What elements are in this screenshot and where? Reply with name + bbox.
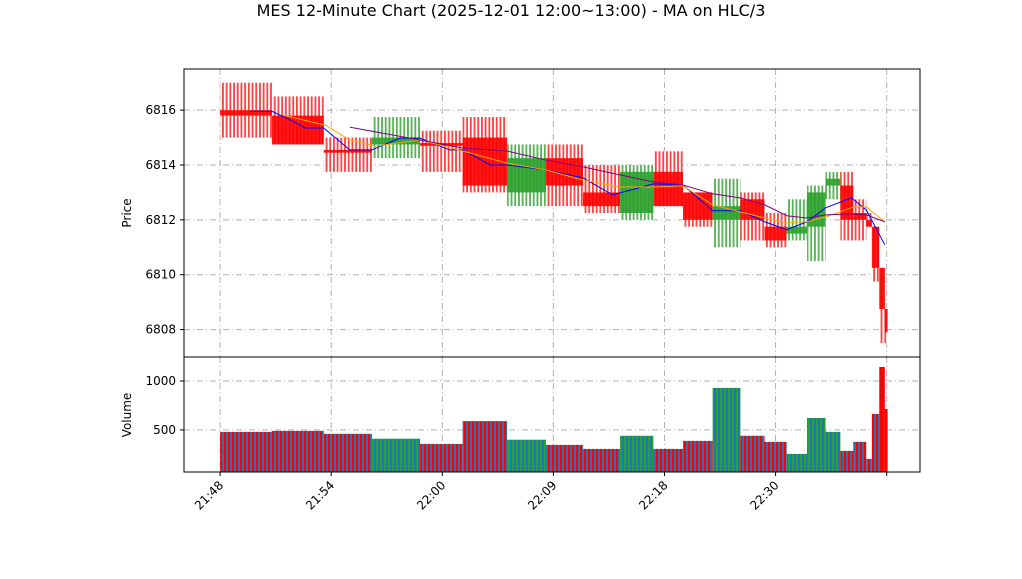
volume-bar [786,453,808,472]
time-tick-label: 21:54 [303,478,337,512]
volume-bar [884,408,888,472]
volume-bar [871,413,880,472]
volume-bar [853,441,867,472]
candle-body [271,115,324,145]
volume-bar [220,431,272,472]
volume-bar [271,430,324,472]
candle-body [884,309,888,333]
candle-body [712,206,741,220]
volume-bar [620,435,654,472]
candle-wick [323,137,372,172]
volume-bar [740,435,765,472]
volume-bar [764,441,787,472]
volume-axes-frame [183,356,921,473]
volume-bar [371,438,421,472]
price-tick-label: 6812 [145,213,176,227]
candle-body [740,199,765,220]
moving-average-line [282,114,886,224]
volume-bar [507,439,546,472]
volume-bar [825,431,841,472]
candle-wick [786,199,808,241]
chart-title: MES 12-Minute Chart (2025-12-01 12:00~13… [256,1,766,20]
time-tick-label: 22:18 [636,478,670,512]
time-tick-label: 21:48 [192,478,226,512]
candle-body [507,158,546,193]
candle-body [871,226,880,268]
candle-body [879,267,885,309]
candle-body [853,213,867,220]
candle-body [682,192,713,220]
candle-body [866,219,872,227]
time-tick-label: 22:09 [525,478,559,512]
volume-tick-label: 1000 [145,374,176,388]
price-axis-label: Price [120,198,134,227]
price-tick-label: 6810 [145,268,176,282]
volume-bar [807,417,826,472]
candle-body [323,149,372,153]
candle-wick [825,171,841,200]
volume-bar [583,448,621,472]
volume-bar [866,458,872,472]
volume-bar [712,387,741,472]
volume-tick-label: 500 [153,423,176,437]
volume-bars [220,366,888,472]
candle-body [825,178,841,186]
candle-body [840,185,854,220]
volume-bar [545,444,584,472]
candle-body [583,192,621,207]
time-tick-label: 22:00 [414,478,448,512]
candle-wick [220,82,272,138]
moving-averages [249,110,886,246]
volume-bar [653,448,683,472]
volume-bar [420,443,463,472]
volume-bar [840,450,854,472]
candle-body [764,226,787,241]
price-tick-label: 6816 [145,103,176,117]
price-tick-label: 6814 [145,158,176,172]
candle-body [220,110,272,116]
price-tick-label: 6808 [145,323,176,337]
candle-body [371,137,421,145]
moving-average-line [349,126,885,223]
candle-wick [420,130,463,172]
volume-bar [462,421,508,472]
candle-body [786,226,808,234]
volume-axis-label: Volume [120,393,134,438]
volume-bar [682,440,713,472]
volume-bar [879,366,885,472]
volume-bar [323,433,372,472]
time-tick-label: 22:30 [747,478,781,512]
candle-body [653,171,683,207]
